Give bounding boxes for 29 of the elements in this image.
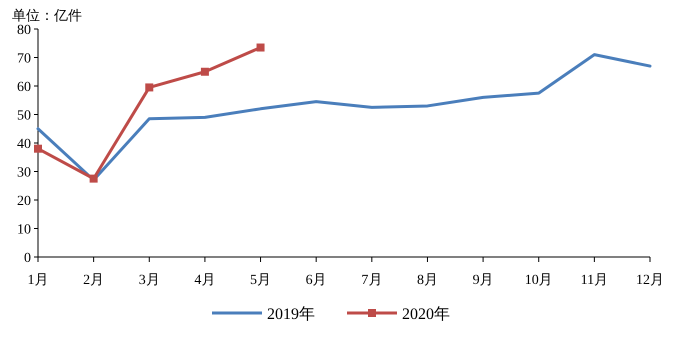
x-tick-label: 8月 bbox=[416, 273, 438, 288]
x-tick-label: 10月 bbox=[524, 273, 553, 288]
y-tick-label: 70 bbox=[17, 52, 31, 66]
x-tick-label: 11月 bbox=[580, 273, 608, 288]
y-tick-label: 60 bbox=[17, 80, 31, 95]
x-tick-label: 5月 bbox=[250, 273, 272, 288]
x-tick-label: 2月 bbox=[83, 273, 104, 288]
y-axis-title: 单位：亿件 bbox=[12, 8, 82, 24]
legend-label: 2019年 bbox=[267, 306, 315, 323]
x-tick-label: 1月 bbox=[28, 273, 48, 288]
x-tick-label: 6月 bbox=[306, 273, 327, 288]
y-tick-label: 30 bbox=[17, 166, 31, 180]
x-tick-label: 12月 bbox=[636, 273, 664, 288]
y-tick-label: 80 bbox=[17, 23, 31, 38]
legend-label: 2020年 bbox=[402, 306, 450, 323]
x-tick-label: 9月 bbox=[472, 273, 494, 288]
point bbox=[200, 68, 209, 76]
x-tick-label: 4月 bbox=[194, 273, 216, 288]
y-tick-label: 10 bbox=[17, 222, 31, 238]
x-tick-label: 3月 bbox=[138, 273, 160, 288]
point bbox=[34, 144, 42, 153]
point bbox=[90, 174, 98, 183]
y-tick-label: 50 bbox=[17, 108, 31, 124]
point bbox=[256, 44, 265, 52]
y-tick-label: 0 bbox=[24, 251, 31, 266]
y-tick-label: 20 bbox=[17, 194, 31, 209]
x-tick-label: 7月 bbox=[361, 273, 382, 288]
point bbox=[145, 83, 154, 92]
y-tick-label: 40 bbox=[17, 137, 31, 152]
